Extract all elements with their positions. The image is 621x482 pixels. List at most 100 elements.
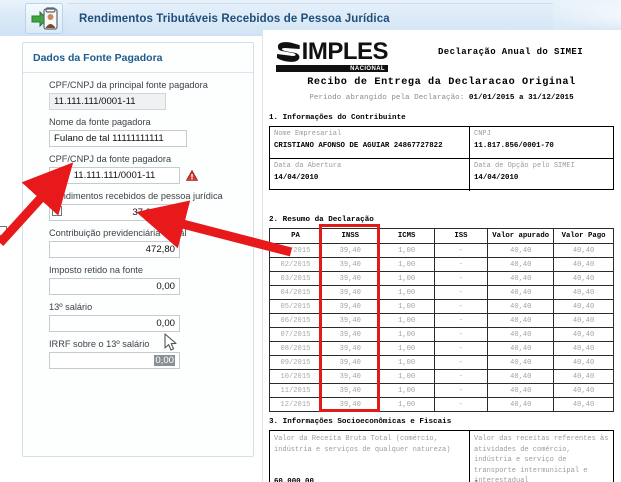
field-label: Imposto retido na fonte xyxy=(49,265,143,275)
table-cell: 40,40 xyxy=(487,271,555,286)
resumo-declaracao-table: PA INSS ICMS ISS Valor apurado Valor Pago 01/… xyxy=(269,228,614,412)
table-cell: 1,00 xyxy=(378,327,435,342)
table-cell: 40,40 xyxy=(553,369,614,384)
table-cell: 1,00 xyxy=(378,341,435,356)
rendimentos-checkbox[interactable] xyxy=(52,206,62,216)
field-label: CPF/CNPJ da principal fonte pagadora xyxy=(49,80,208,90)
table-cell: - xyxy=(433,355,489,370)
table-column-header: ISS xyxy=(433,228,489,244)
field-label: Nome da fonte pagadora xyxy=(49,117,151,127)
table-cell: 07/2015 xyxy=(269,327,322,342)
table-cell: 40,40 xyxy=(487,383,555,398)
field-input-3[interactable]: 37.027,20 xyxy=(49,204,180,221)
table-cell: 40,40 xyxy=(487,341,555,356)
section1-cell-label: Data da Abertura xyxy=(274,162,342,170)
field-input-4[interactable]: 472,80 xyxy=(49,241,180,258)
section1-cell-label: CNPJ xyxy=(474,130,491,138)
form-field-3: Rendimentos recebidos de pessoa jurídica… xyxy=(49,190,235,221)
form-field-2: CPF/CNPJ da fonte pagadora 11.111.111/000… xyxy=(49,153,235,184)
table-cell: 02/2015 xyxy=(269,257,322,272)
field-row: 11.111.111/0001-11 xyxy=(49,167,235,184)
field-label: 13º salário xyxy=(49,302,93,312)
table-cell: - xyxy=(433,243,489,258)
table-column-header: INSS xyxy=(320,228,380,244)
table-cell: 1,00 xyxy=(378,397,435,412)
section3-left-label: Valor da Receita Bruta Total (comércio, … xyxy=(274,435,451,454)
field-value: 11.111.111/0001-11 xyxy=(73,170,156,181)
field-row: 11.111.111/0001-11 xyxy=(49,93,235,110)
table-cell: 1,00 xyxy=(378,271,435,286)
mouse-cursor xyxy=(164,333,177,351)
table-cell: - xyxy=(433,341,489,356)
field-input-6[interactable]: 0,00 xyxy=(49,315,180,332)
table-cell: 08/2015 xyxy=(269,341,322,356)
table-row: 03/2015 39,40 1,00-40,40 40,40 xyxy=(269,271,614,286)
table-cell: 40,40 xyxy=(487,369,555,384)
table-cell: 11/2015 xyxy=(269,383,322,398)
table-cell: 40,40 xyxy=(487,313,555,328)
table-cell: 39,40 xyxy=(320,397,380,412)
table-cell: 39,40 xyxy=(320,243,380,258)
section1-cell-label: Data de Opção pelo SIMEI xyxy=(474,162,575,170)
field-value: 0,00 xyxy=(156,318,175,329)
table-cell: 40,40 xyxy=(487,355,555,370)
field-input-5[interactable]: 0,00 xyxy=(49,278,180,295)
table-cell: 39,40 xyxy=(320,355,380,370)
section3-left-value: 60.000,00 xyxy=(274,478,314,482)
table-cell: - xyxy=(433,299,489,314)
table-cell: 39,40 xyxy=(320,313,380,328)
table-cell: 40,40 xyxy=(487,327,555,342)
table-cell: 1,00 xyxy=(378,285,435,300)
table-row: 12/2015 39,40 1,00-40,40 40,40 xyxy=(269,397,614,412)
section3-right-label: Valor das receitas referentes às ativida… xyxy=(474,435,609,482)
table-cell: 40,40 xyxy=(553,383,614,398)
field-row: 37.027,20 xyxy=(49,204,235,221)
table-row: 02/2015 39,40 1,00-40,40 40,40 xyxy=(269,257,614,272)
table-cell: 39,40 xyxy=(320,341,380,356)
table-cell: 04/2015 xyxy=(269,285,322,300)
table-cell: 40,40 xyxy=(553,271,614,286)
table-cell: 06/2015 xyxy=(269,313,322,328)
table-cell: - xyxy=(433,397,489,412)
table-cell: 40,40 xyxy=(553,243,614,258)
panel-heading: Dados da Fonte Pagadora xyxy=(33,52,163,64)
field-label: CPF/CNPJ da fonte pagadora xyxy=(49,154,172,164)
field-input-2[interactable]: 11.111.111/0001-11 xyxy=(49,167,180,184)
section1-cell-value: 14/04/2010 xyxy=(274,174,319,182)
section1-cell-value: 11.817.856/0001-70 xyxy=(474,142,554,150)
field-input-7[interactable]: 0,00 xyxy=(49,352,180,369)
table-cell: 40,40 xyxy=(553,257,614,272)
field-row: 0,00 xyxy=(49,315,235,332)
field-value: Fulano de tal 11111111111 xyxy=(54,133,164,144)
table-cell: 1,00 xyxy=(378,257,435,272)
table-row: 01/2015 39,40 1,00-40,40 40,40 xyxy=(269,243,614,258)
table-cell: - xyxy=(433,285,489,300)
table-column-header: ICMS xyxy=(378,228,435,244)
field-input-1[interactable]: Fulano de tal 11111111111 xyxy=(49,130,187,147)
logo-text: IMPLES xyxy=(301,38,389,65)
edge-checkbox-artifact[interactable] xyxy=(0,226,7,236)
warning-triangle-icon[interactable] xyxy=(186,170,198,181)
period-value: 01/01/2015 a 31/12/2015 xyxy=(468,94,574,102)
table-column-header: PA xyxy=(269,228,322,244)
section3-box: Valor da Receita Bruta Total (comércio, … xyxy=(269,430,614,482)
table-cell: 1,00 xyxy=(378,243,435,258)
table-cell: 12/2015 xyxy=(269,397,322,412)
section1-cell-value: CRISTIANO AFONSO DE AGUIAR 24867727822 xyxy=(274,142,443,150)
table-row: 05/2015 39,40 1,00-40,40 40,40 xyxy=(269,299,614,314)
table-cell: 40,40 xyxy=(553,355,614,370)
table-cell: 10/2015 xyxy=(269,369,322,384)
simples-nacional-logo: IMPLES NACIONAL xyxy=(276,38,389,72)
table-cell: 39,40 xyxy=(320,299,380,314)
table-cell: 40,40 xyxy=(553,341,614,356)
table-cell: - xyxy=(433,257,489,272)
logo-subtext: NACIONAL xyxy=(350,65,385,72)
table-cell: 1,00 xyxy=(378,299,435,314)
table-cell: 40,40 xyxy=(553,397,614,412)
table-cell: 39,40 xyxy=(320,271,380,286)
field-row: Fulano de tal 11111111111 xyxy=(49,130,235,147)
form-field-4: Contribuição previdenciária oficial 472,8… xyxy=(49,227,235,258)
field-row: 0,00 xyxy=(49,278,235,295)
field-value: 0,00 xyxy=(156,281,175,292)
back-arrow-person-badge-icon[interactable] xyxy=(25,3,63,34)
